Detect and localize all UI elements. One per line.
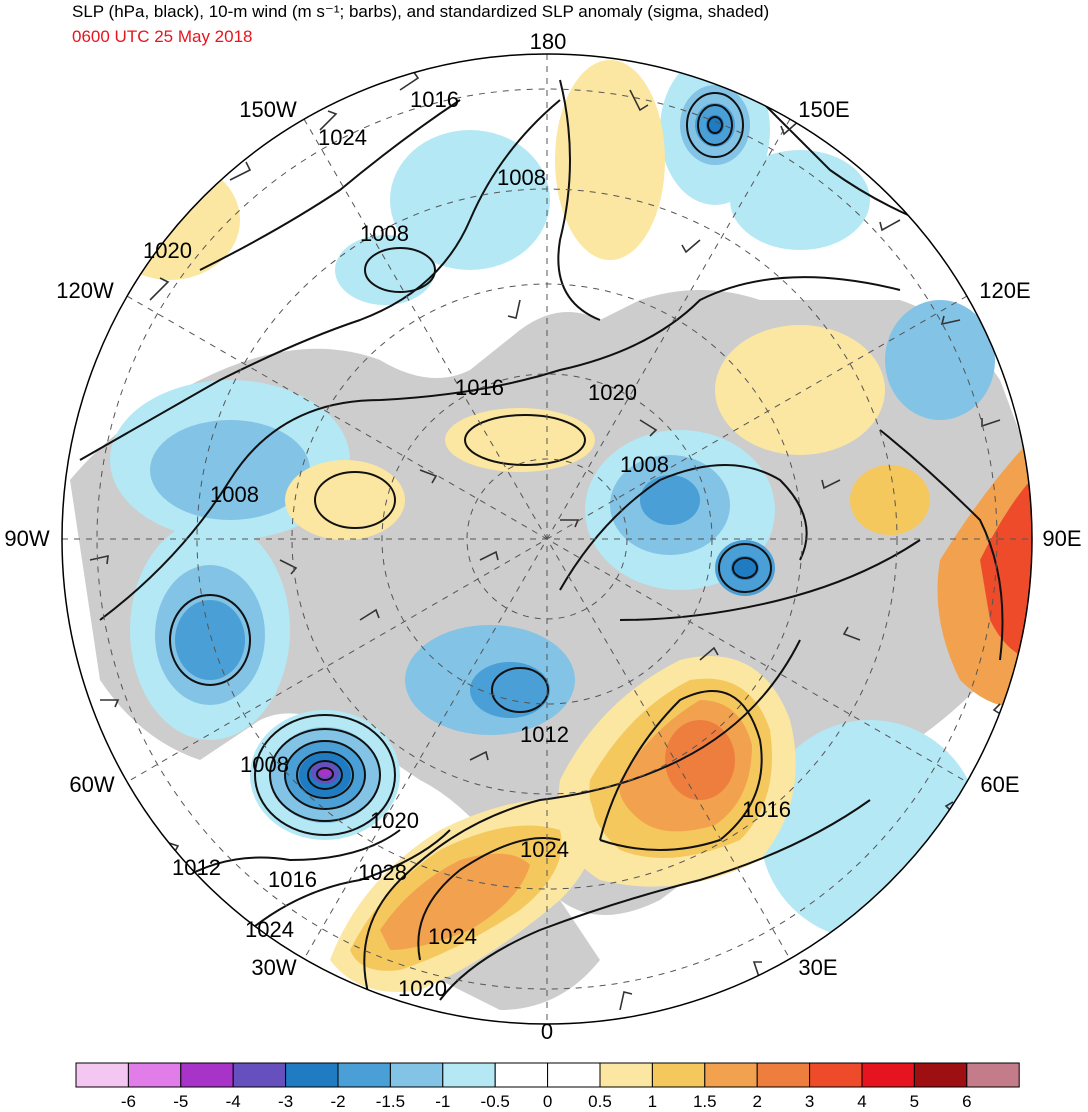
colorbar-tick-label: 0.5 [588,1092,612,1111]
colorbar-tick-label: 6 [962,1092,972,1111]
isobar-label: 1024 [245,917,294,942]
lon-label-90e: 90E [1042,526,1082,551]
colorbar-cell [809,1062,863,1088]
colorbar-cell [861,1062,915,1088]
colorbar-tick-label: 0 [542,1092,553,1111]
isobar-label: 1024 [318,125,367,150]
isobar-label: 1008 [240,752,289,777]
colorbar-cell [599,1062,653,1088]
isobar-label: 1020 [398,976,447,1001]
isobar-label: 1016 [742,797,791,822]
isobar-label: 1020 [143,238,192,263]
isobar-labels: 1016 1024 1008 1020 1008 1016 1020 1008 … [143,87,791,1001]
isobar-label: 1008 [497,165,546,190]
colorbar-tick-label: 4 [857,1092,867,1111]
colorbar-cell [232,1062,287,1088]
colorbar-tick-label: 5 [909,1092,920,1111]
colorbar-tick-label: -5 [173,1092,189,1111]
lon-label-120e: 120E [979,278,1031,303]
isobar-label: 1020 [588,380,637,405]
colorbar-cell [704,1062,758,1088]
isobar-label: 1008 [620,452,669,477]
colorbar-tick-label: 1 [647,1092,658,1111]
lon-label-30w: 30W [251,955,297,980]
colorbar-tick-label: -2 [330,1092,346,1111]
colorbar-tick-label: 3 [804,1092,815,1111]
colorbar-cell [651,1062,706,1088]
isobars [79,59,1004,1001]
colorbar-tick-label: 2 [752,1092,762,1111]
isobar-label: 1012 [172,855,221,880]
colorbar-cell [913,1062,968,1088]
graticule [62,54,1032,1024]
colorbar [75,1062,1020,1088]
lon-label-30e: 30E [798,955,838,980]
colorbar-cell [285,1062,339,1088]
colorbar-cell [442,1062,496,1088]
lon-label-0: 0 [540,1019,554,1044]
isobar-label: 1016 [268,867,317,892]
colorbar-cell [75,1062,129,1088]
colorbar-cell [756,1062,811,1088]
colorbar-tick-label: -3 [278,1092,294,1111]
lon-label-90w: 90W [4,526,50,551]
valid-time: 0600 UTC 25 May 2018 [72,27,253,46]
colorbar-tick-label: 1.5 [692,1092,717,1111]
colorbar-tick-label: -1.5 [375,1092,406,1111]
lon-label-180: 180 [529,29,567,54]
colorbar-cell [494,1062,549,1088]
isobar-label: 1024 [428,924,477,949]
colorbar-cell [547,1062,601,1088]
isobar-label: 1008 [360,221,409,246]
colorbar-cell [180,1062,234,1088]
colorbar-cell [127,1062,182,1088]
colorbar-cell [389,1062,444,1088]
lon-label-60e: 60E [980,772,1020,797]
map-disk [62,54,1032,1024]
lon-label-150e: 150E [798,97,850,122]
lon-label-120w: 120W [56,278,114,303]
isobar-label: 1028 [358,860,407,885]
isobar-label: 1012 [520,722,569,747]
lon-label-150w: 150W [239,97,297,122]
colorbar-tick-label: -1 [435,1092,451,1111]
map-title: SLP (hPa, black), 10-m wind (m s⁻¹; barb… [72,2,770,21]
isobar-label: 1008 [210,482,259,507]
isobar-label: 1016 [410,87,459,112]
isobar-label: 1024 [520,837,569,862]
isobar-label: 1020 [370,808,419,833]
colorbar-tick-label: -4 [225,1092,241,1111]
colorbar-cell [966,1062,1020,1088]
colorbar-tick-label: -6 [120,1092,136,1111]
isobar-label: 1016 [455,375,504,400]
colorbar-tick-label: -0.5 [480,1092,510,1111]
lon-label-60w: 60W [69,772,115,797]
map-border [61,53,1033,1025]
colorbar-cell [337,1062,391,1088]
